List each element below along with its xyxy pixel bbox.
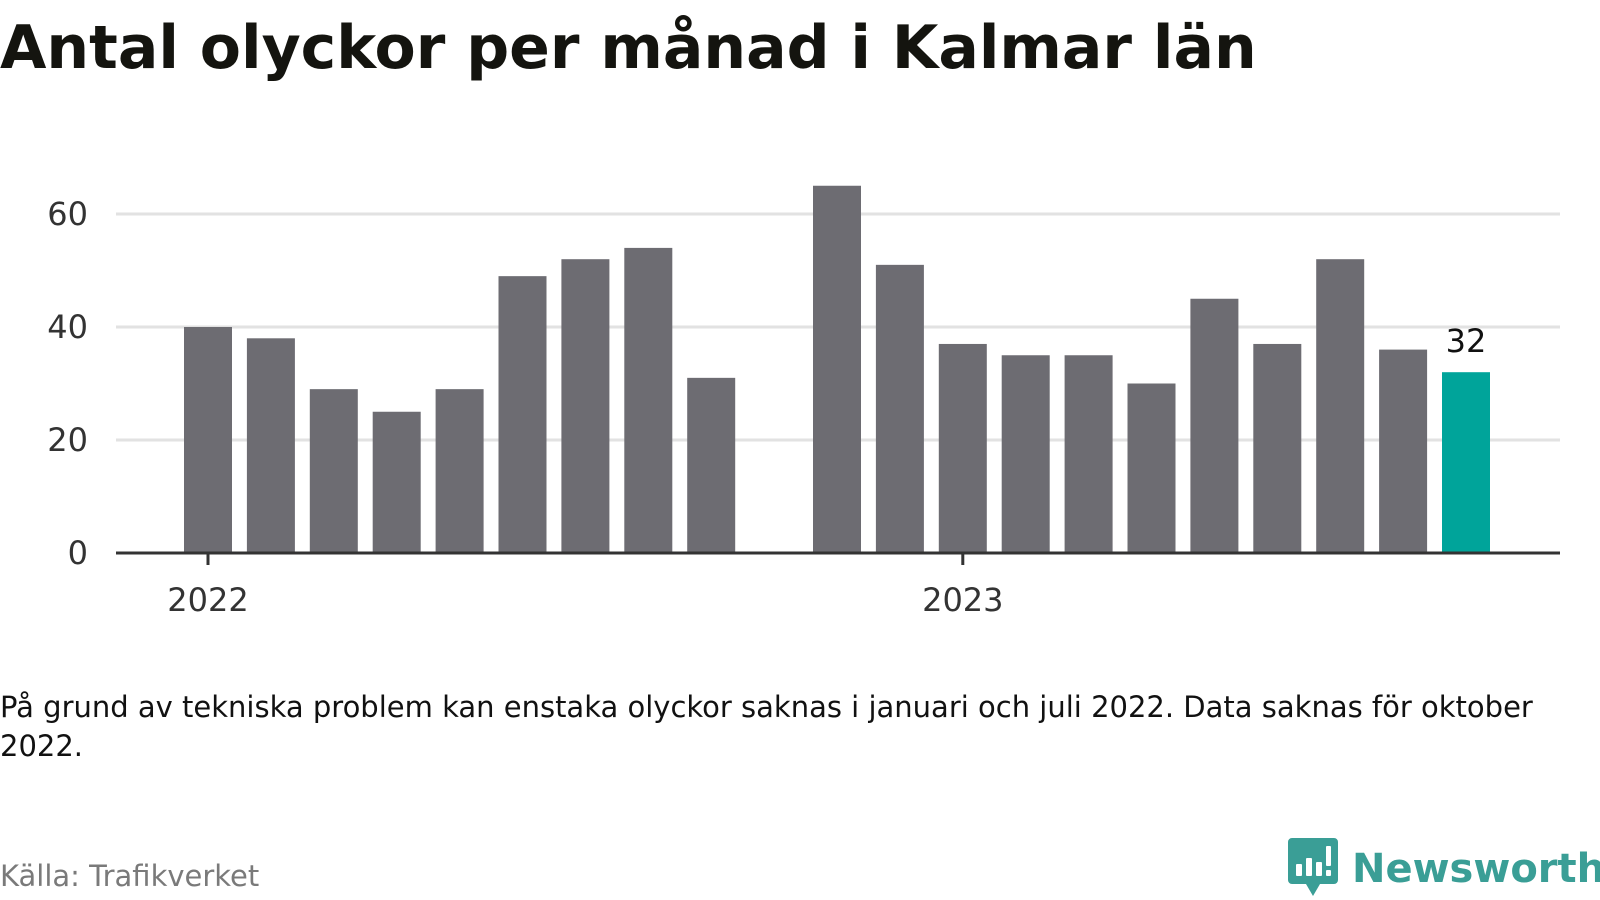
- newsworthy-logo-icon: [1288, 838, 1338, 896]
- x-tick-label: 2022: [167, 581, 248, 619]
- bar: [561, 259, 610, 553]
- bar: [1379, 349, 1428, 553]
- chart-footnote: På grund av tekniska problem kan enstaka…: [0, 690, 1533, 763]
- bar-chart: 0 20 40 60 32 2022 2023: [47, 185, 1560, 619]
- highlight-bar: [1442, 372, 1490, 553]
- axes: [116, 551, 1560, 565]
- bar: [498, 276, 547, 553]
- chart-title: Antal olyckor per månad i Kalmar län: [0, 13, 1257, 83]
- highlight-data-label: 32: [1446, 322, 1487, 360]
- labels: 0 20 40 60 32 2022 2023: [47, 195, 1486, 619]
- bar: [813, 185, 861, 553]
- bar: [1127, 383, 1176, 553]
- bar: [246, 338, 295, 553]
- bar: [1316, 259, 1365, 553]
- bar: [1190, 298, 1239, 553]
- bar: [309, 389, 358, 553]
- brand-name: Newsworthy: [1352, 846, 1600, 892]
- bar: [184, 327, 232, 553]
- bar: [1064, 355, 1113, 553]
- bar: [875, 264, 924, 553]
- y-tick-label: 20: [47, 421, 88, 459]
- newsworthy-logo: Newsworthy: [1288, 838, 1600, 900]
- bar: [1001, 355, 1050, 553]
- y-tick-label: 0: [68, 534, 88, 572]
- x-tick-label: 2023: [922, 581, 1003, 619]
- bar: [1253, 343, 1302, 553]
- bar: [938, 343, 987, 553]
- y-tick-label: 40: [47, 308, 88, 346]
- bar: [624, 247, 673, 553]
- bar: [687, 377, 736, 553]
- bars: [184, 185, 1490, 553]
- source-credit: Källa: Trafikverket: [0, 859, 260, 893]
- y-tick-label: 60: [47, 195, 88, 233]
- bar: [372, 411, 421, 553]
- bar: [435, 389, 484, 553]
